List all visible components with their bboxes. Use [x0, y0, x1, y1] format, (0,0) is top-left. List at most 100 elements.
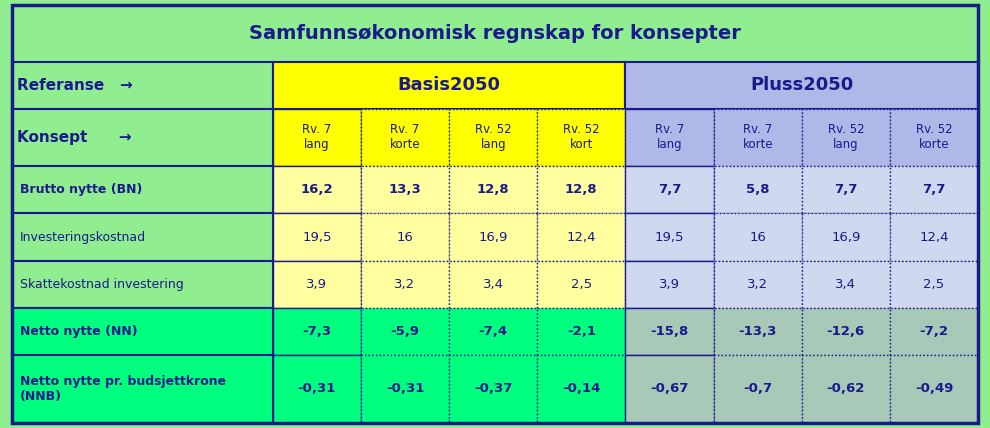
Text: 2,5: 2,5 — [571, 278, 592, 291]
Text: -15,8: -15,8 — [650, 325, 689, 338]
Text: Rv. 52
korte: Rv. 52 korte — [916, 124, 952, 152]
Bar — [449, 109, 538, 166]
Text: Rv. 52
kort: Rv. 52 kort — [563, 124, 600, 152]
Text: Samfunnsøkonomisk regnskap for konsepter: Samfunnsøkonomisk regnskap for konsepter — [249, 24, 741, 43]
Bar — [802, 261, 890, 308]
Bar — [538, 166, 626, 214]
Text: Referanse   →: Referanse → — [17, 77, 133, 92]
Text: 3,9: 3,9 — [659, 278, 680, 291]
Text: -7,2: -7,2 — [920, 325, 948, 338]
Bar — [802, 308, 890, 355]
Bar — [12, 5, 978, 62]
Text: Basis2050: Basis2050 — [398, 76, 501, 94]
Text: 12,8: 12,8 — [477, 183, 510, 196]
Text: Brutto nytte (BN): Brutto nytte (BN) — [20, 183, 143, 196]
Bar — [890, 109, 978, 166]
Text: -12,6: -12,6 — [827, 325, 865, 338]
Bar — [361, 214, 449, 261]
Text: 3,2: 3,2 — [394, 278, 416, 291]
Text: Skattekostnad investering: Skattekostnad investering — [20, 278, 183, 291]
Text: -7,4: -7,4 — [478, 325, 508, 338]
Bar — [273, 261, 361, 308]
Text: -0,62: -0,62 — [827, 383, 865, 395]
Bar — [449, 261, 538, 308]
Text: Pluss2050: Pluss2050 — [750, 76, 853, 94]
Text: 16,9: 16,9 — [478, 231, 508, 244]
Bar — [626, 62, 978, 109]
Text: 3,9: 3,9 — [306, 278, 328, 291]
Bar — [538, 214, 626, 261]
Text: 12,4: 12,4 — [920, 231, 948, 244]
Bar — [890, 308, 978, 355]
Text: 7,7: 7,7 — [657, 183, 681, 196]
Bar — [12, 62, 273, 109]
Bar — [273, 355, 361, 423]
Text: 3,4: 3,4 — [483, 278, 504, 291]
Text: -0,37: -0,37 — [474, 383, 513, 395]
Bar — [890, 261, 978, 308]
Bar — [449, 308, 538, 355]
Bar — [361, 355, 449, 423]
Bar — [626, 308, 714, 355]
Bar — [12, 261, 273, 308]
Text: 3,4: 3,4 — [836, 278, 856, 291]
Text: Netto nytte pr. budsjettkrone
(NNB): Netto nytte pr. budsjettkrone (NNB) — [20, 375, 226, 403]
Bar — [12, 308, 273, 355]
Bar — [890, 214, 978, 261]
Bar — [273, 214, 361, 261]
Bar — [802, 214, 890, 261]
Bar — [626, 109, 714, 166]
Bar — [538, 308, 626, 355]
Bar — [890, 166, 978, 214]
Text: -2,1: -2,1 — [567, 325, 596, 338]
Text: 7,7: 7,7 — [835, 183, 857, 196]
Bar — [538, 109, 626, 166]
Bar — [273, 62, 626, 109]
Bar — [626, 261, 714, 308]
Text: 5,8: 5,8 — [745, 183, 769, 196]
Bar — [626, 214, 714, 261]
Bar — [12, 166, 273, 214]
Bar — [12, 109, 273, 166]
Text: 13,3: 13,3 — [389, 183, 422, 196]
Text: -0,67: -0,67 — [650, 383, 689, 395]
Text: -13,3: -13,3 — [739, 325, 777, 338]
Text: 16: 16 — [397, 231, 414, 244]
Text: 12,8: 12,8 — [565, 183, 598, 196]
Bar — [449, 166, 538, 214]
Text: Konsept      →: Konsept → — [17, 130, 132, 145]
Bar — [714, 214, 802, 261]
Text: Rv. 7
lang: Rv. 7 lang — [302, 124, 332, 152]
Text: -5,9: -5,9 — [390, 325, 420, 338]
Text: Rv. 7
korte: Rv. 7 korte — [390, 124, 421, 152]
Bar — [273, 109, 361, 166]
Bar — [361, 261, 449, 308]
Bar — [538, 355, 626, 423]
Text: 7,7: 7,7 — [923, 183, 945, 196]
Bar — [626, 166, 714, 214]
Text: 16,9: 16,9 — [832, 231, 860, 244]
Text: 16: 16 — [749, 231, 766, 244]
Bar — [714, 261, 802, 308]
Text: Rv. 7
lang: Rv. 7 lang — [655, 124, 684, 152]
Bar — [449, 355, 538, 423]
Bar — [361, 166, 449, 214]
Bar — [802, 355, 890, 423]
Bar — [361, 109, 449, 166]
Text: -0,14: -0,14 — [562, 383, 601, 395]
Text: 2,5: 2,5 — [924, 278, 944, 291]
Text: 3,2: 3,2 — [747, 278, 768, 291]
Bar — [890, 355, 978, 423]
Text: -0,7: -0,7 — [743, 383, 772, 395]
Text: Netto nytte (NN): Netto nytte (NN) — [20, 325, 138, 338]
Text: -7,3: -7,3 — [302, 325, 332, 338]
Text: Rv. 52
lang: Rv. 52 lang — [475, 124, 512, 152]
Bar — [714, 308, 802, 355]
Text: -0,49: -0,49 — [915, 383, 953, 395]
Text: 12,4: 12,4 — [566, 231, 596, 244]
Text: 19,5: 19,5 — [302, 231, 332, 244]
Bar — [12, 214, 273, 261]
Bar — [361, 308, 449, 355]
Bar — [12, 355, 273, 423]
Text: -0,31: -0,31 — [298, 383, 336, 395]
